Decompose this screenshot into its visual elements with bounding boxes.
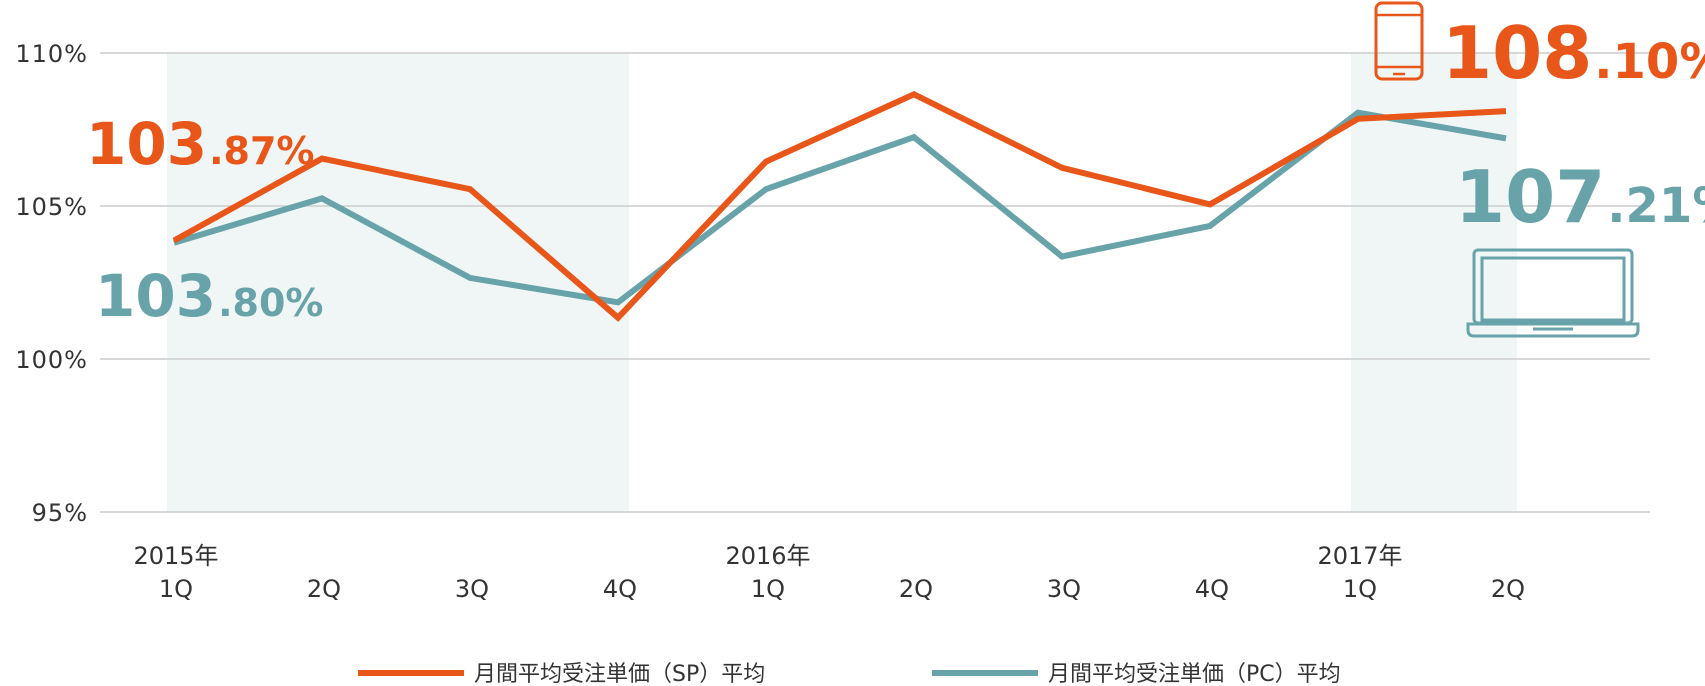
- legend-label: 月間平均受注単価（PC）平均: [1048, 662, 1341, 686]
- y-tick-label: 100%: [15, 346, 88, 374]
- legend-item-1: 月間平均受注単価（PC）平均: [932, 662, 1341, 686]
- sp-start-value: 103.87%: [86, 110, 314, 178]
- x-tick-label: 2Q: [899, 575, 933, 603]
- x-tick-label: 2Q: [307, 575, 341, 603]
- x-tick-label: 4Q: [1195, 575, 1229, 603]
- x-tick-text: 2016年: [725, 542, 810, 570]
- x-tick-label: 3Q: [1047, 575, 1081, 603]
- gridlines: [100, 52, 1650, 513]
- x-tick-label: 4Q: [603, 575, 637, 603]
- x-tick-label: 2017年 1Q: [1317, 542, 1402, 603]
- x-tick-label: 3Q: [455, 575, 489, 603]
- x-tick-text: 2015年: [133, 542, 218, 570]
- pc-end-value: 107.21%: [1455, 155, 1705, 239]
- series-line-0: [172, 90, 1507, 322]
- x-tick-text: 1Q: [751, 575, 785, 603]
- callouts: 103.87% 103.80% 108.10% 107.21%: [86, 1, 1705, 338]
- legend: 月間平均受注単価（SP）平均 月間平均受注単価（PC）平均: [358, 662, 1341, 686]
- shaded-periods: [167, 53, 1517, 512]
- x-tick-text: 2017年: [1317, 542, 1402, 570]
- x-tick-text: 3Q: [455, 575, 489, 603]
- y-tick-label: 110%: [15, 40, 88, 68]
- x-axis-ticks: 2015年 1Q 2Q 3Q 4Q 2016年 1Q 2Q 3Q 4Q 2017年 1Q 2Q: [133, 542, 1525, 603]
- laptop-icon: [1466, 248, 1640, 338]
- shaded-period-1: [1351, 53, 1517, 512]
- x-tick-text: 4Q: [1195, 575, 1229, 603]
- legend-item-0: 月間平均受注単価（SP）平均: [358, 662, 765, 686]
- x-tick-text: 3Q: [1047, 575, 1081, 603]
- shaded-period-0: [167, 53, 629, 512]
- x-tick-text: 1Q: [1343, 575, 1377, 603]
- y-axis-ticks: 110% 105% 100% 95%: [15, 40, 88, 527]
- y-tick-label: 105%: [15, 193, 88, 221]
- x-tick-text: 2Q: [899, 575, 933, 603]
- x-tick-text: 1Q: [159, 575, 193, 603]
- x-tick-text: 2Q: [1491, 575, 1525, 603]
- y-tick-label: 95%: [32, 499, 88, 527]
- x-tick-label: 2015年 1Q: [133, 542, 218, 603]
- x-tick-label: 2016年 1Q: [725, 542, 810, 603]
- series-line-1: [173, 109, 1507, 306]
- x-tick-text: 2Q: [307, 575, 341, 603]
- smartphone-icon: [1374, 1, 1424, 81]
- x-tick-text: 4Q: [603, 575, 637, 603]
- x-tick-label: 2Q: [1491, 575, 1525, 603]
- legend-label: 月間平均受注単価（SP）平均: [474, 662, 765, 686]
- sp-end-value: 108.10%: [1442, 11, 1705, 95]
- series-lines: [172, 90, 1507, 322]
- pc-start-value: 103.80%: [95, 262, 323, 330]
